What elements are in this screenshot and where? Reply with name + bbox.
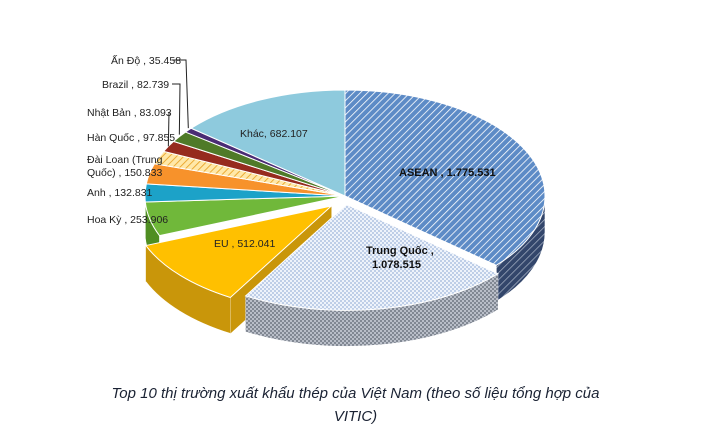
pie-chart: ASEAN , 1.775.531 Trung Quốc , 1.078.515… bbox=[87, 54, 546, 347]
pie-top-faces bbox=[144, 89, 546, 311]
label-dai-loan-2: Quốc) , 150.833 bbox=[87, 167, 162, 179]
slice-khac bbox=[190, 89, 346, 197]
slice-trung-quoc bbox=[244, 203, 499, 311]
label-khac: Khác, 682.107 bbox=[240, 128, 308, 140]
leader-lines bbox=[167, 59, 189, 147]
caption-line-1: Top 10 thị trường xuất khẩu thép của Việ… bbox=[111, 385, 600, 402]
leader-brazil bbox=[172, 83, 181, 135]
label-dai-loan-1: Đài Loan (Trung bbox=[87, 154, 163, 166]
label-an-do: Ấn Độ , 35.458 bbox=[111, 54, 181, 67]
label-han-quoc: Hàn Quốc , 97.855 bbox=[87, 132, 175, 144]
slice-asean bbox=[344, 89, 546, 266]
label-trung-quoc-2: 1.078.515 bbox=[372, 259, 421, 271]
leader-an-do bbox=[172, 59, 189, 129]
slice-eu bbox=[144, 205, 334, 299]
label-hoa-ky: Hoa Kỳ , 253.906 bbox=[87, 214, 168, 226]
data-labels: ASEAN , 1.775.531 Trung Quốc , 1.078.515… bbox=[87, 54, 496, 271]
label-asean: ASEAN , 1.775.531 bbox=[399, 167, 496, 179]
label-eu: EU , 512.041 bbox=[214, 238, 275, 250]
caption-line-2: VITIC) bbox=[333, 408, 378, 425]
label-anh: Anh , 132.831 bbox=[87, 187, 153, 199]
chart-caption: Top 10 thị trường xuất khẩu thép của Việ… bbox=[60, 382, 651, 428]
label-brazil: Brazil , 82.739 bbox=[102, 79, 169, 91]
label-nhat-ban: Nhật Bản , 83.093 bbox=[87, 107, 172, 119]
leader-nhat-ban bbox=[167, 111, 170, 147]
label-trung-quoc-1: Trung Quốc , bbox=[366, 245, 434, 257]
